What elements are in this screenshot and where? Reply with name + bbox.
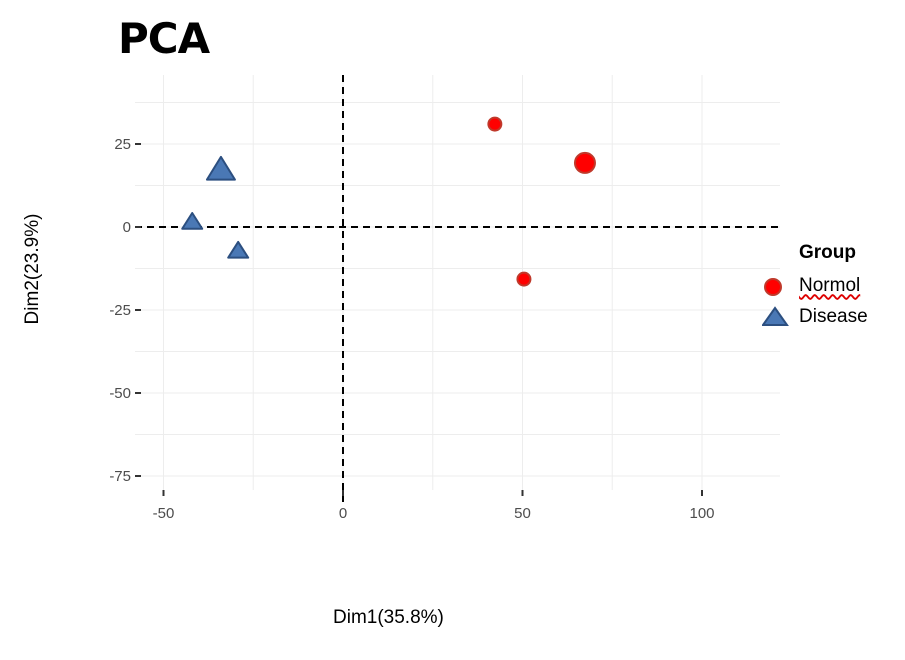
x-tick-label: -50 (153, 505, 175, 522)
y-tick-label: -50 (109, 385, 131, 402)
y-tick-label: -25 (109, 302, 131, 319)
y-tick-label: 0 (123, 219, 131, 236)
legend-label: Disease (799, 305, 868, 327)
y-tick-label: -75 (109, 468, 131, 485)
legend-title: Group (799, 242, 856, 263)
x-tick-label: 0 (339, 505, 347, 522)
x-tick-label: 100 (689, 505, 714, 522)
legend: Group Normol Disease (762, 242, 868, 332)
legend-item-normol: Normol (762, 270, 868, 301)
point-disease (181, 212, 204, 230)
red-circle-icon (764, 277, 782, 296)
point-disease (227, 240, 250, 259)
legend-label: Normol (799, 274, 861, 296)
blue-triangle-icon (762, 305, 789, 326)
point-disease (205, 155, 236, 181)
legend-item-disease: Disease (762, 301, 868, 332)
x-tick-label: 50 (514, 505, 531, 522)
y-tick-label: 25 (114, 136, 131, 153)
point-normol (573, 151, 596, 174)
x-axis-label: Dim1(35.8%) (333, 607, 444, 628)
point-normol (516, 271, 532, 287)
point-normol (487, 116, 503, 132)
chart-title: PCA (118, 14, 210, 63)
